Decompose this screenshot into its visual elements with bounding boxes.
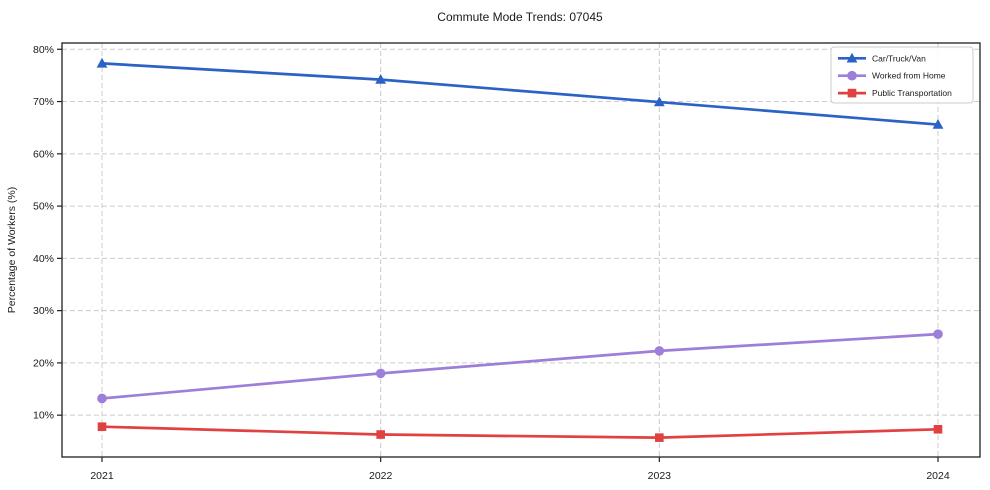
square-marker [655, 433, 664, 442]
grid-layer [62, 43, 980, 457]
y-tick-label: 40% [33, 253, 54, 265]
legend-box [830, 46, 974, 104]
circle-marker [97, 393, 107, 404]
legend-item-label: Public Transportation [872, 88, 952, 98]
y-tick-label: 70% [33, 96, 54, 108]
chart-title: Commute Mode Trends: 07045 [437, 10, 603, 24]
x-tick-label: 2022 [369, 470, 393, 482]
triangle-marker [375, 73, 387, 84]
circle-marker [375, 368, 386, 379]
series-layer [96, 57, 944, 442]
y-tick-label: 20% [33, 357, 54, 369]
y-tick-label: 50% [33, 201, 54, 213]
square-marker [933, 424, 943, 434]
triangle-marker [96, 57, 108, 68]
legend-item-label: Car/Truck/Van [872, 53, 926, 63]
circle-marker [654, 346, 665, 356]
y-tick-label: 30% [33, 305, 54, 317]
square-marker [97, 422, 107, 431]
legend-square-marker [847, 88, 857, 98]
series-line-public-transportation [100, 425, 940, 440]
legend-item-label: Worked from Home [872, 71, 946, 81]
legend-circle-marker [847, 70, 857, 81]
y-tick-label: 10% [33, 410, 54, 422]
legend: Car/Truck/Van Worked from Home Public Tran… [830, 46, 974, 104]
square-marker [376, 430, 385, 439]
axes-layer: 10% 20% 30% 40% 50% 60% 70% 80% 2021 2022 2023 2024 [33, 42, 981, 482]
plot-border [61, 42, 981, 458]
x-tick-label: 2021 [90, 470, 114, 482]
x-tick-label: 2023 [648, 470, 672, 482]
y-tick-label: 60% [33, 148, 54, 160]
legend-triangle-marker [846, 52, 858, 63]
triangle-marker [932, 118, 944, 129]
circle-marker [933, 329, 943, 339]
y-tick-label: 80% [33, 44, 54, 56]
series-line-worked-from-home [100, 332, 940, 400]
triangle-marker [653, 96, 665, 107]
x-tick-label: 2024 [926, 470, 950, 482]
series-line-car-truck-van [100, 62, 940, 126]
y-axis-label: Percentage of Workers (%) [6, 187, 18, 313]
